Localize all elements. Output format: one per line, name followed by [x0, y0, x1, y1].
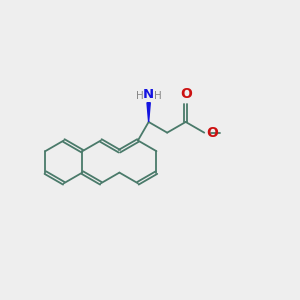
Text: O: O: [207, 126, 218, 140]
Text: H: H: [136, 91, 144, 101]
Polygon shape: [147, 103, 150, 122]
Text: H: H: [154, 91, 161, 101]
Text: N: N: [143, 88, 154, 101]
Text: O: O: [180, 87, 192, 101]
